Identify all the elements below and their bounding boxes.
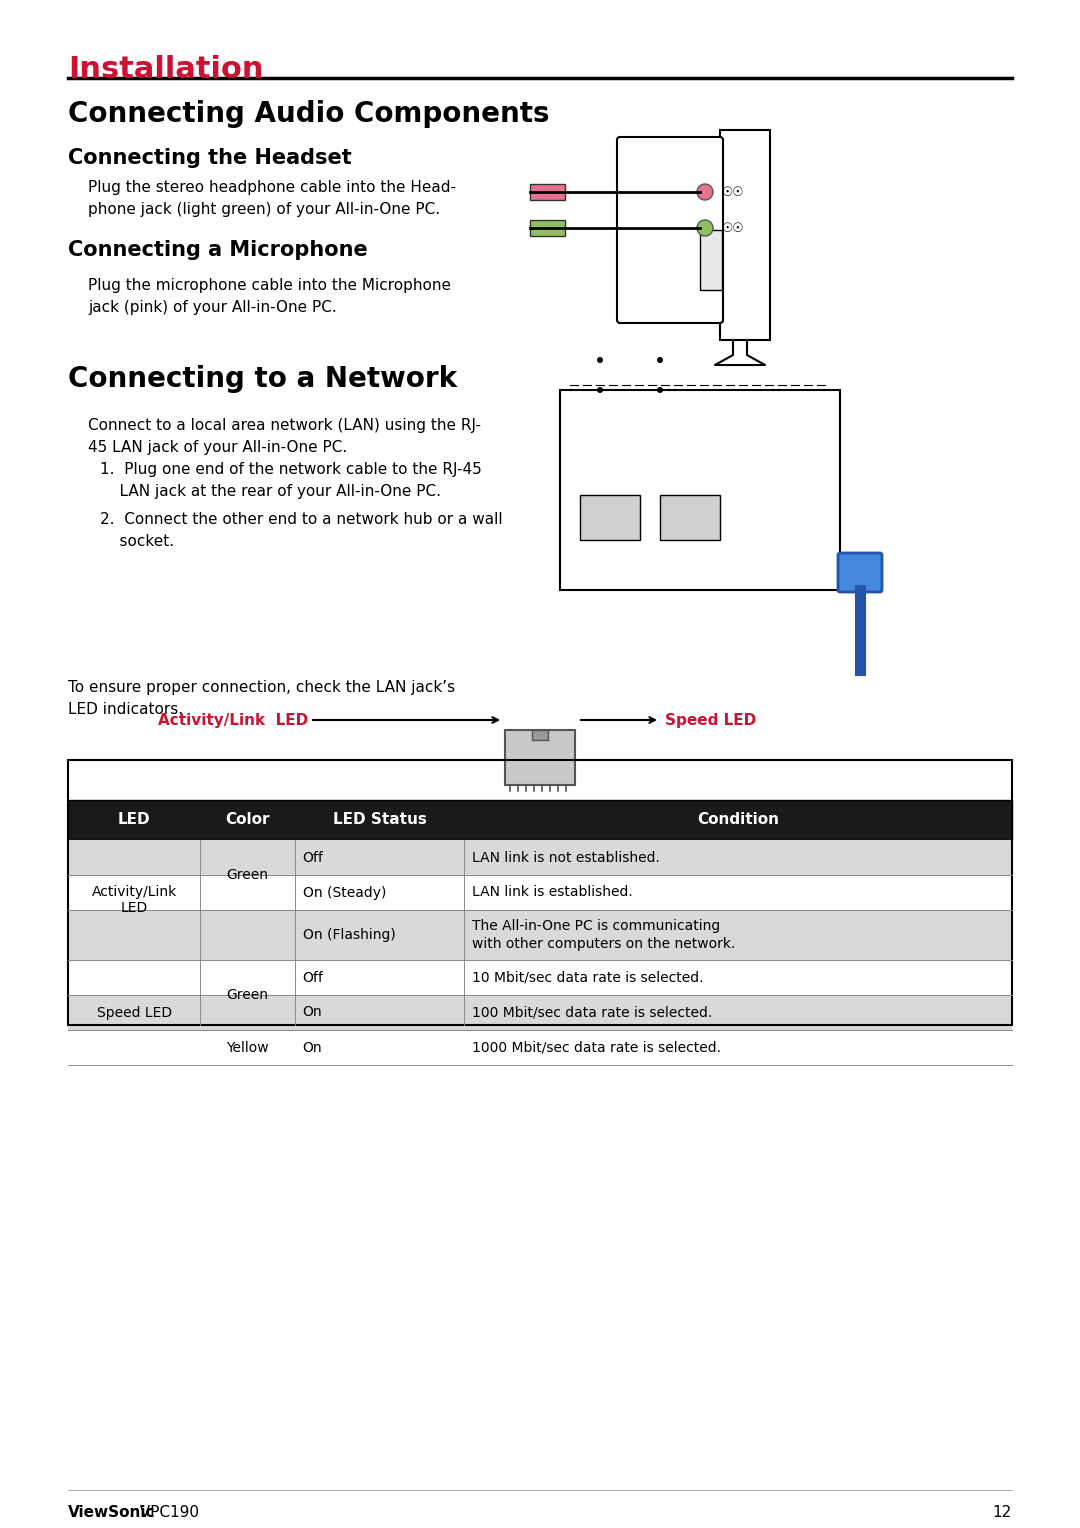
Bar <box>68 995 1012 1030</box>
Text: Speed LED: Speed LED <box>665 712 756 727</box>
FancyBboxPatch shape <box>838 553 882 591</box>
Text: Connecting the Headset: Connecting the Headset <box>68 148 352 168</box>
Bar <box>720 130 770 341</box>
Bar <box>68 1030 1012 1065</box>
Text: VPC190: VPC190 <box>130 1505 199 1520</box>
Text: LAN link is not established.: LAN link is not established. <box>472 851 660 865</box>
Circle shape <box>657 387 663 393</box>
Bar <box>660 495 720 539</box>
Text: Activity/Link  LED: Activity/Link LED <box>158 712 308 727</box>
Text: Green: Green <box>227 868 268 882</box>
Bar <box>68 911 1012 960</box>
Text: 2.  Connect the other end to a network hub or a wall
    socket.: 2. Connect the other end to a network hu… <box>100 512 502 549</box>
Text: Connecting a Microphone: Connecting a Microphone <box>68 240 368 260</box>
Text: On (Steady): On (Steady) <box>302 886 386 900</box>
Text: 10 Mbit/sec data rate is selected.: 10 Mbit/sec data rate is selected. <box>472 970 704 984</box>
Text: Off: Off <box>302 970 323 984</box>
Text: ☉☉: ☉☉ <box>723 222 744 234</box>
Text: ☉☉: ☉☉ <box>723 185 744 199</box>
Text: To ensure proper connection, check the LAN jack’s
LED indicators.: To ensure proper connection, check the L… <box>68 680 455 717</box>
Text: LED Status: LED Status <box>333 813 427 828</box>
Bar <box>530 220 565 235</box>
Text: Plug the microphone cable into the Microphone
jack (pink) of your All-in-One PC.: Plug the microphone cable into the Micro… <box>87 278 451 315</box>
Text: The All-in-One PC is communicating
with other computers on the network.: The All-in-One PC is communicating with … <box>472 918 735 952</box>
Circle shape <box>697 220 713 235</box>
Circle shape <box>597 387 603 393</box>
Text: Color: Color <box>225 813 270 828</box>
Bar <box>68 759 1012 1025</box>
Text: Connect to a local area network (LAN) using the RJ-
45 LAN jack of your All-in-O: Connect to a local area network (LAN) us… <box>87 419 481 455</box>
Text: On: On <box>302 1005 322 1019</box>
Bar <box>68 801 1012 840</box>
Bar <box>505 730 575 785</box>
Text: 1.  Plug one end of the network cable to the RJ-45
    LAN jack at the rear of y: 1. Plug one end of the network cable to … <box>100 461 482 500</box>
Text: LAN link is established.: LAN link is established. <box>472 886 633 900</box>
Text: Off: Off <box>302 851 323 865</box>
Bar <box>68 960 1012 995</box>
Text: On: On <box>302 1041 322 1054</box>
FancyBboxPatch shape <box>617 138 723 322</box>
Text: 1000 Mbit/sec data rate is selected.: 1000 Mbit/sec data rate is selected. <box>472 1041 721 1054</box>
Bar <box>561 390 840 590</box>
Text: ViewSonic: ViewSonic <box>68 1505 156 1520</box>
Text: Activity/Link
LED: Activity/Link LED <box>92 885 177 915</box>
Text: LED: LED <box>118 813 150 828</box>
Bar <box>530 183 565 200</box>
Text: Speed LED: Speed LED <box>96 1005 172 1019</box>
Circle shape <box>597 358 603 364</box>
Text: Connecting Audio Components: Connecting Audio Components <box>68 99 550 128</box>
Text: Installation: Installation <box>68 55 264 84</box>
Bar <box>68 876 1012 911</box>
Text: Connecting to a Network: Connecting to a Network <box>68 365 457 393</box>
Text: On (Flashing): On (Flashing) <box>302 927 395 941</box>
Text: Plug the stereo headphone cable into the Head-
phone jack (light green) of your : Plug the stereo headphone cable into the… <box>87 180 456 217</box>
Bar <box>580 495 640 539</box>
Circle shape <box>697 183 713 200</box>
Text: Condition: Condition <box>698 813 780 828</box>
Text: Green: Green <box>227 989 268 1002</box>
Bar <box>532 730 548 740</box>
Bar <box>68 840 1012 876</box>
Bar <box>700 231 723 290</box>
Text: Yellow: Yellow <box>226 1041 269 1054</box>
Circle shape <box>657 358 663 364</box>
Text: 100 Mbit/sec data rate is selected.: 100 Mbit/sec data rate is selected. <box>472 1005 713 1019</box>
Text: 12: 12 <box>993 1505 1012 1520</box>
